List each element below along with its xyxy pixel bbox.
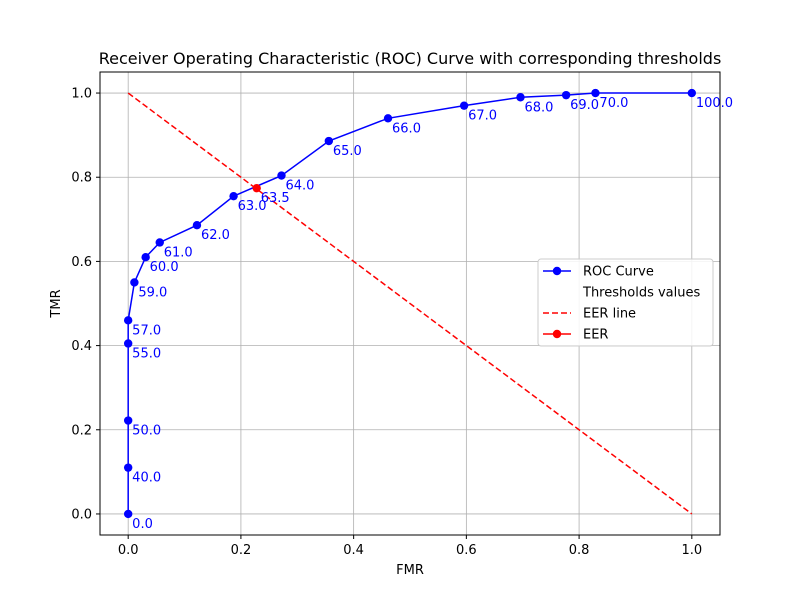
- y-tick-label: 0.6: [71, 255, 92, 270]
- roc-point: [123, 316, 133, 325]
- threshold-label: 57.0: [132, 323, 161, 338]
- legend-label: ROC Curve: [583, 265, 654, 280]
- threshold-label: 62.0: [201, 228, 230, 243]
- threshold-label: 100.0: [696, 96, 733, 111]
- threshold-label: 55.0: [132, 346, 161, 361]
- x-axis-title: FMR: [396, 563, 424, 578]
- y-tick-label: 1.0: [71, 87, 92, 102]
- y-axis-title: TMR: [49, 289, 64, 318]
- threshold-label: 63.0: [238, 199, 267, 214]
- threshold-label: 66.0: [392, 121, 421, 136]
- threshold-label: 61.0: [164, 245, 193, 260]
- x-tick-label: 0.8: [569, 543, 590, 558]
- plot-layer: 0.040.050.055.057.059.060.061.062.063.06…: [123, 88, 733, 532]
- x-tick-label: 0.0: [118, 543, 139, 558]
- roc-point: [561, 90, 571, 100]
- roc-point: [123, 416, 133, 425]
- roc-point: [130, 278, 139, 287]
- roc-point: [155, 238, 164, 247]
- y-tick-label: 0.0: [71, 507, 92, 522]
- roc-point: [277, 171, 286, 180]
- chart-title: Receiver Operating Characteristic (ROC) …: [99, 49, 722, 68]
- plot-frame: [99, 71, 721, 536]
- roc-point: [459, 101, 469, 110]
- roc-point: [123, 339, 133, 348]
- roc-point: [229, 191, 238, 201]
- eer-line: [127, 92, 693, 515]
- roc-point: [123, 509, 133, 519]
- legend-label: EER line: [583, 307, 636, 322]
- threshold-label: 64.0: [285, 179, 314, 194]
- roc-point: [383, 114, 393, 123]
- y-tick-label: 0.2: [71, 423, 92, 438]
- threshold-label: 59.0: [138, 285, 167, 300]
- roc-point: [324, 136, 334, 146]
- roc-point: [687, 88, 697, 98]
- threshold-label: 65.0: [333, 144, 362, 159]
- legend-roc-marker: [552, 266, 562, 276]
- threshold-label: 70.0: [599, 96, 628, 111]
- legend-items: ROC Curve Thresholds values EER line EER: [543, 265, 700, 343]
- threshold-label: 69.0: [570, 98, 599, 113]
- threshold-label: 40.0: [132, 471, 161, 486]
- x-tick-label: 0.6: [456, 543, 477, 558]
- legend-box: [537, 258, 714, 347]
- threshold-label: 50.0: [132, 424, 161, 439]
- roc-point: [192, 221, 202, 230]
- eer-threshold-label: 63.5: [261, 191, 290, 206]
- roc-point: [591, 88, 600, 98]
- roc-point: [516, 93, 525, 102]
- legend: ROC Curve Thresholds values EER line EER: [537, 258, 714, 347]
- threshold-label: 0.0: [132, 517, 153, 532]
- roc-curve-line: [127, 92, 692, 514]
- tick-layer: 0.0 0.2 0.4 0.6 0.8 1.0 0.0 0.2 0.4 0.6 0.8 1.0: [71, 87, 702, 558]
- threshold-label: 67.0: [468, 109, 497, 124]
- legend-label: EER: [583, 328, 608, 343]
- threshold-label: 60.0: [150, 260, 179, 275]
- x-tick-label: 0.4: [343, 543, 364, 558]
- x-tick-label: 1.0: [681, 543, 702, 558]
- y-tick-label: 0.4: [71, 339, 92, 354]
- x-tick-label: 0.2: [231, 543, 252, 558]
- threshold-label: 68.0: [524, 100, 553, 115]
- legend-eer-marker: [552, 329, 562, 339]
- legend-label: Thresholds values: [582, 286, 700, 301]
- eer-point: [252, 183, 261, 193]
- roc-point: [141, 253, 150, 262]
- y-tick-label: 0.8: [71, 171, 92, 186]
- roc-point: [123, 463, 133, 472]
